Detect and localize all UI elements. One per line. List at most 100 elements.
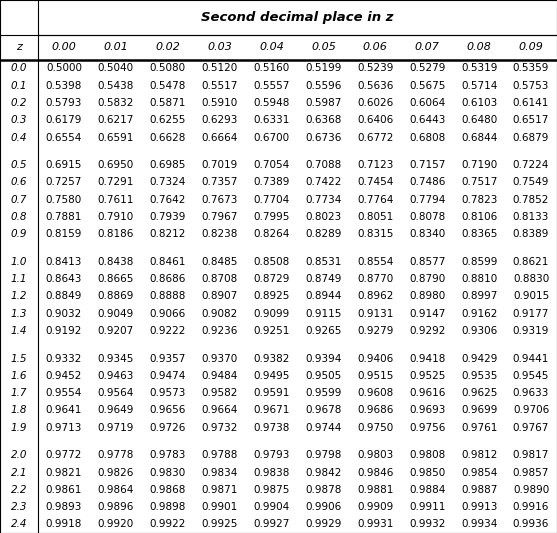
Text: 0.6844: 0.6844 (461, 133, 497, 142)
Text: 0.7881: 0.7881 (46, 212, 82, 222)
Text: 0.9821: 0.9821 (46, 467, 82, 478)
Text: 0.0: 0.0 (11, 63, 27, 74)
Text: 0.9608: 0.9608 (357, 388, 393, 398)
Text: 0.8289: 0.8289 (305, 229, 341, 239)
Text: 0.8389: 0.8389 (513, 229, 549, 239)
Text: 0.9830: 0.9830 (150, 467, 186, 478)
Text: 0.9798: 0.9798 (305, 450, 341, 461)
Text: 0.7580: 0.7580 (46, 195, 82, 205)
Text: 0.9726: 0.9726 (150, 423, 186, 433)
Text: 0.8264: 0.8264 (253, 229, 290, 239)
Text: 0.9177: 0.9177 (513, 309, 549, 319)
Text: 0.8438: 0.8438 (97, 257, 134, 267)
Text: 0.8849: 0.8849 (46, 292, 82, 302)
Text: 0.7967: 0.7967 (202, 212, 238, 222)
Text: 0.6141: 0.6141 (513, 98, 549, 108)
Text: 0.8106: 0.8106 (461, 212, 497, 222)
Text: 0.9783: 0.9783 (150, 450, 186, 461)
Text: 0.04: 0.04 (259, 42, 284, 52)
Text: 0.9429: 0.9429 (461, 353, 497, 364)
Text: 0.8810: 0.8810 (461, 274, 497, 284)
Text: 0.7486: 0.7486 (409, 177, 446, 188)
Text: 0.9706: 0.9706 (513, 406, 549, 415)
Text: 0.9382: 0.9382 (253, 353, 290, 364)
Text: 0.9686: 0.9686 (357, 406, 394, 415)
Text: 0.7995: 0.7995 (253, 212, 290, 222)
Text: 0.9554: 0.9554 (46, 388, 82, 398)
Text: 0.9147: 0.9147 (409, 309, 446, 319)
Text: 0.7454: 0.7454 (357, 177, 394, 188)
Text: 0.8238: 0.8238 (202, 229, 238, 239)
Text: 0.9591: 0.9591 (253, 388, 290, 398)
Text: 1.6: 1.6 (11, 371, 27, 381)
Text: 0.9901: 0.9901 (202, 502, 238, 512)
Text: 0.7157: 0.7157 (409, 160, 446, 170)
Text: 0.8790: 0.8790 (409, 274, 446, 284)
Text: 2.0: 2.0 (11, 450, 27, 461)
Text: 0.5000: 0.5000 (46, 63, 82, 74)
Text: 0.9846: 0.9846 (357, 467, 394, 478)
Text: 0.7764: 0.7764 (357, 195, 394, 205)
Text: 0.8962: 0.8962 (357, 292, 394, 302)
Text: 0.9884: 0.9884 (409, 485, 446, 495)
Text: 0.9573: 0.9573 (150, 388, 186, 398)
Text: 0.9236: 0.9236 (202, 326, 238, 336)
Text: 0.8023: 0.8023 (305, 212, 341, 222)
Text: 0.9756: 0.9756 (409, 423, 446, 433)
Text: 0.5753: 0.5753 (513, 81, 549, 91)
Text: 0.5359: 0.5359 (513, 63, 549, 74)
Text: 0.08: 0.08 (467, 42, 492, 52)
Text: 0.9808: 0.9808 (409, 450, 446, 461)
Text: 0.9744: 0.9744 (305, 423, 341, 433)
Text: 0.7088: 0.7088 (305, 160, 341, 170)
Text: 0.9: 0.9 (11, 229, 27, 239)
Text: 0.9222: 0.9222 (150, 326, 186, 336)
Text: 0.9265: 0.9265 (305, 326, 341, 336)
Text: 0.7389: 0.7389 (253, 177, 290, 188)
Text: 0.9909: 0.9909 (357, 502, 393, 512)
Text: 0.9931: 0.9931 (357, 519, 394, 529)
Text: 0.7291: 0.7291 (97, 177, 134, 188)
Text: 0.8365: 0.8365 (461, 229, 497, 239)
Text: 0.6664: 0.6664 (202, 133, 238, 142)
Text: 0.7422: 0.7422 (305, 177, 341, 188)
Text: 1.2: 1.2 (11, 292, 27, 302)
Text: 0.5040: 0.5040 (98, 63, 134, 74)
Text: 0.00: 0.00 (51, 42, 76, 52)
Text: 0.9850: 0.9850 (409, 467, 446, 478)
Text: 0.9015: 0.9015 (513, 292, 549, 302)
Text: 0.3: 0.3 (11, 115, 27, 125)
Text: 0.9887: 0.9887 (461, 485, 497, 495)
Text: 0.7324: 0.7324 (150, 177, 186, 188)
Text: 0.5714: 0.5714 (461, 81, 497, 91)
Text: 0.8554: 0.8554 (357, 257, 394, 267)
Text: 0.9761: 0.9761 (461, 423, 497, 433)
Text: 0.9671: 0.9671 (253, 406, 290, 415)
Text: 0.6255: 0.6255 (150, 115, 186, 125)
Text: 0.9868: 0.9868 (150, 485, 186, 495)
Text: 0.7: 0.7 (11, 195, 27, 205)
Text: 0.6879: 0.6879 (513, 133, 549, 142)
Text: 1.8: 1.8 (11, 406, 27, 415)
Text: 1.9: 1.9 (11, 423, 27, 433)
Text: 0.9066: 0.9066 (150, 309, 186, 319)
Text: 0.9788: 0.9788 (202, 450, 238, 461)
Text: 0.9599: 0.9599 (305, 388, 341, 398)
Text: 0.6103: 0.6103 (461, 98, 497, 108)
Text: 0.8: 0.8 (11, 212, 27, 222)
Text: 0.9525: 0.9525 (409, 371, 446, 381)
Text: 0.6331: 0.6331 (253, 115, 290, 125)
Text: 0.5832: 0.5832 (97, 98, 134, 108)
Text: 0.8577: 0.8577 (409, 257, 446, 267)
Text: 0.7190: 0.7190 (461, 160, 497, 170)
Text: 0.9871: 0.9871 (202, 485, 238, 495)
Text: 0.4: 0.4 (11, 133, 27, 142)
Text: 0.6406: 0.6406 (357, 115, 393, 125)
Text: 0.9633: 0.9633 (513, 388, 549, 398)
Text: 0.9515: 0.9515 (357, 371, 394, 381)
Text: 0.9357: 0.9357 (150, 353, 186, 364)
Text: 0.9441: 0.9441 (513, 353, 549, 364)
Text: 0.9772: 0.9772 (46, 450, 82, 461)
Text: 0.7224: 0.7224 (513, 160, 549, 170)
Text: 2.4: 2.4 (11, 519, 27, 529)
